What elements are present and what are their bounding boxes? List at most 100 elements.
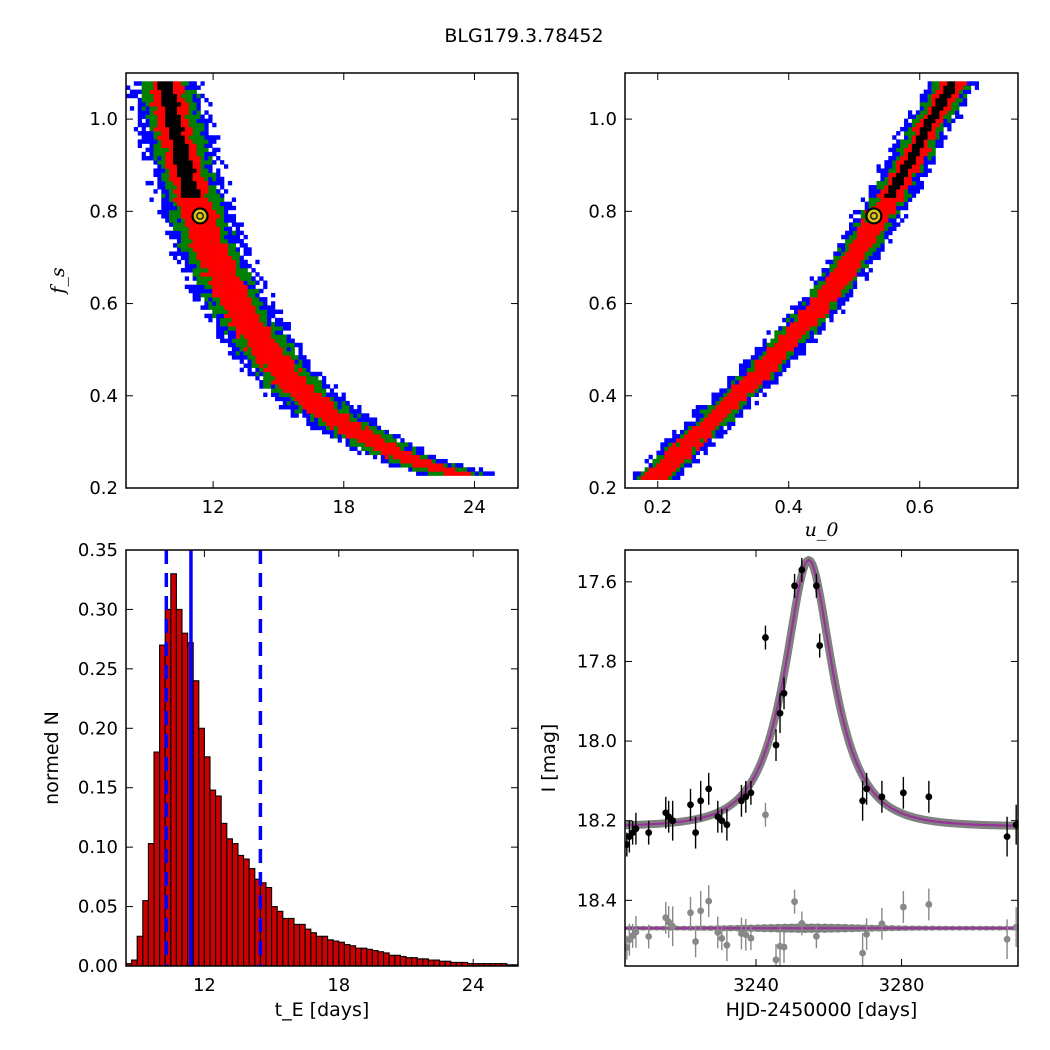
heatmap-cell-green xyxy=(165,172,170,178)
heatmap-cell-blue xyxy=(349,446,354,451)
heatmap-cell-red xyxy=(282,375,288,381)
heatmap-cell-green xyxy=(837,255,842,261)
heatmap-cell-blue xyxy=(329,434,335,439)
histogram-bar xyxy=(175,608,183,966)
heatmap-cell-blue xyxy=(864,201,869,207)
heatmap-cell-red xyxy=(282,388,288,393)
heatmap-cell-red xyxy=(208,259,213,265)
heatmap-cell-red xyxy=(235,309,240,314)
heatmap-cell-green xyxy=(271,330,276,335)
heatmap-cell-blue xyxy=(239,263,244,269)
heatmap-cell-blue xyxy=(691,409,697,414)
heatmap-cell-green xyxy=(923,110,928,115)
heatmap-cell-blue xyxy=(852,284,858,290)
heatmap-cell-red xyxy=(329,400,335,406)
heatmap-cell-green xyxy=(341,400,346,406)
heatmap-cell-red xyxy=(192,172,197,178)
heatmap-cell-green xyxy=(204,172,209,178)
heatmap-cell-blue xyxy=(141,139,146,144)
heatmap-cell-green xyxy=(255,371,260,377)
heatmap-cell-blue xyxy=(762,392,767,397)
heatmap-cell-red xyxy=(204,243,209,248)
heatmap-cell-blue xyxy=(896,143,901,148)
heatmap-cell-black xyxy=(180,126,186,132)
heatmap-cell-green xyxy=(907,126,913,132)
heatmap-cell-black xyxy=(173,147,178,153)
heatmap-cell-red xyxy=(243,301,248,306)
heatmap-cell-red xyxy=(750,380,755,385)
heatmap-cell-red xyxy=(161,143,166,148)
heatmap-cell-black xyxy=(173,106,178,111)
heatmap-cell-blue xyxy=(927,89,932,95)
heatmap-cell-red xyxy=(856,243,862,248)
heatmap-cell-blue xyxy=(227,234,233,240)
heatmap-cell-red xyxy=(243,330,248,335)
heatmap-cell-red xyxy=(310,388,315,393)
plot-frame xyxy=(624,72,1019,489)
heatmap-cell-green xyxy=(204,280,209,285)
heatmap-cell-red xyxy=(169,156,174,161)
heatmap-cell-blue xyxy=(915,189,921,194)
heatmap-cell-blue xyxy=(904,205,909,211)
heatmap-cell-red xyxy=(676,458,681,464)
heatmap-cell-green xyxy=(900,147,905,153)
heatmap-cell-red xyxy=(837,259,842,265)
heatmap-cell-green xyxy=(770,375,775,381)
heatmap-cell-green xyxy=(384,438,389,443)
heatmap-cell-red xyxy=(896,193,901,198)
heatmap-cell-green xyxy=(298,371,303,377)
heatmap-cell-blue xyxy=(149,139,154,144)
heatmap-cell-blue xyxy=(868,255,873,261)
heatmap-cell-green xyxy=(282,351,288,356)
heatmap-cell-blue xyxy=(829,317,834,323)
histogram-bar xyxy=(170,573,177,966)
heatmap-cell-red xyxy=(302,405,307,410)
heatmap-cell-red xyxy=(742,380,748,385)
data-point xyxy=(669,817,677,825)
heatmap-cell-blue xyxy=(165,209,170,215)
heatmap-cell-red xyxy=(735,384,740,389)
heatmap-cell-black xyxy=(173,156,178,161)
heatmap-cell-blue xyxy=(349,405,354,410)
heatmap-cell-green xyxy=(184,239,190,244)
heatmap-cell-red xyxy=(676,446,681,451)
heatmap-cell-blue xyxy=(337,405,342,410)
heatmap-cell-green xyxy=(943,114,948,119)
heatmap-cell-blue xyxy=(856,209,862,215)
heatmap-cell-green xyxy=(904,139,909,144)
heatmap-cell-black xyxy=(911,160,917,165)
heatmap-cell-blue xyxy=(762,380,767,385)
heatmap-cell-red xyxy=(196,243,201,248)
heatmap-cell-red xyxy=(821,313,826,319)
heatmap-cell-green xyxy=(235,268,240,273)
heatmap-cell-green xyxy=(239,338,244,344)
heatmap-cell-green xyxy=(204,292,209,298)
heatmap-cell-green xyxy=(192,114,197,119)
heatmap-cell-red xyxy=(876,201,881,207)
y-axis-label: I [mag] xyxy=(538,724,560,793)
heatmap-cell-blue xyxy=(400,438,405,443)
heatmap-cell-black xyxy=(173,122,178,128)
heatmap-cell-blue xyxy=(137,106,142,111)
heatmap-cell-red xyxy=(435,463,440,468)
heatmap-cell-blue xyxy=(680,429,685,435)
heatmap-cell-blue xyxy=(742,363,748,368)
heatmap-cell-red xyxy=(184,122,190,128)
heatmap-cell-red xyxy=(856,226,862,231)
heatmap-cell-blue xyxy=(286,326,291,331)
heatmap-cell-green xyxy=(656,458,661,464)
heatmap-cell-red xyxy=(208,214,213,219)
heatmap-cell-red xyxy=(243,284,248,290)
heatmap-cell-green xyxy=(149,81,154,86)
heatmap-cell-red xyxy=(447,471,452,476)
y-tick-label: 17.6 xyxy=(577,572,617,593)
heatmap-cell-red xyxy=(880,226,885,231)
heatmap-cell-blue xyxy=(220,193,225,198)
heatmap-cell-red xyxy=(231,322,237,327)
heatmap-cell-red xyxy=(200,193,205,198)
heatmap-cell-red xyxy=(310,409,315,414)
heatmap-cell-blue xyxy=(408,446,413,451)
heatmap-cell-red xyxy=(860,251,866,256)
heatmap-cell-black xyxy=(165,114,170,119)
heatmap-cell-blue xyxy=(959,93,964,99)
